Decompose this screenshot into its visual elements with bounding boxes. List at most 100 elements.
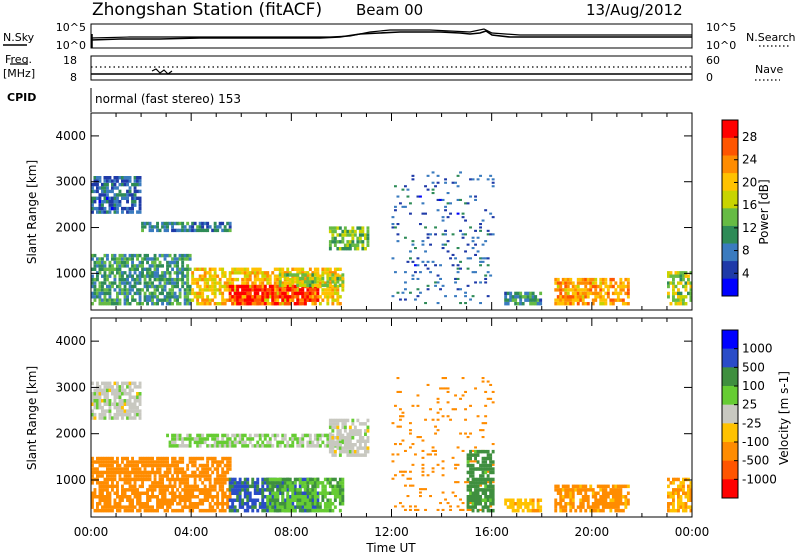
range-gate-cell — [474, 446, 477, 449]
range-gate-cell — [624, 505, 628, 509]
range-gate-cell — [364, 439, 367, 443]
range-gate-cell — [561, 488, 565, 492]
range-gate-cell — [231, 302, 235, 306]
range-gate-cell — [133, 271, 137, 275]
range-gate-cell — [131, 470, 134, 475]
range-gate-cell — [404, 205, 407, 208]
range-gate-cell — [356, 236, 360, 241]
range-gate-cell — [296, 437, 300, 441]
range-gate-cell — [101, 460, 104, 464]
range-gate-cell — [581, 505, 585, 509]
range-gate-cell — [116, 196, 119, 200]
range-gate-cell — [193, 291, 197, 296]
range-gate-cell — [118, 277, 122, 282]
range-gate-cell — [306, 477, 310, 482]
range-gate-cell — [667, 271, 670, 275]
range-gate-cell — [161, 477, 164, 482]
range-gate-cell — [263, 302, 267, 306]
range-gate-cell — [409, 429, 412, 432]
range-gate-cell — [689, 271, 693, 275]
range-gate-cell — [529, 498, 533, 502]
range-gate-cell — [341, 498, 345, 502]
range-gate-cell — [208, 444, 212, 448]
range-gate-cell — [611, 502, 615, 506]
range-gate-cell — [336, 488, 340, 492]
range-gate-cell — [101, 381, 104, 386]
power-colorbar-tick-label: 20 — [742, 175, 757, 189]
range-gate-cell — [336, 226, 340, 230]
range-gate-cell — [346, 229, 350, 234]
range-gate-cell — [126, 412, 129, 417]
range-gate-cell — [226, 470, 230, 475]
range-gate-cell — [181, 505, 185, 509]
range-gate-cell — [466, 267, 470, 270]
range-gate-cell — [321, 488, 325, 492]
range-gate-cell — [138, 385, 142, 389]
range-gate-cell — [228, 291, 232, 296]
range-gate-cell — [667, 484, 670, 489]
range-gate-cell — [126, 302, 129, 306]
range-gate-cell — [308, 280, 312, 284]
range-gate-cell — [288, 302, 292, 306]
nsky-trace — [90, 30, 692, 41]
range-gate-cell — [674, 271, 678, 275]
range-gate-cell — [684, 284, 688, 289]
range-gate-cell — [168, 271, 172, 275]
range-gate-cell — [677, 502, 680, 506]
range-gate-cell — [263, 505, 267, 509]
range-gate-cell — [341, 236, 345, 241]
range-gate-cell — [146, 298, 149, 302]
range-gate-cell — [604, 491, 608, 495]
range-gate-cell — [203, 274, 207, 278]
range-gate-cell — [559, 302, 563, 306]
range-gate-cell — [474, 229, 477, 232]
range-gate-cell — [689, 295, 693, 299]
range-gate-cell — [191, 463, 195, 468]
range-gate-cell — [338, 495, 342, 499]
range-gate-cell — [133, 193, 137, 197]
range-gate-cell — [353, 443, 357, 447]
range-gate-cell — [163, 271, 167, 275]
range-gate-cell — [136, 467, 139, 471]
range-gate-cell — [341, 446, 345, 450]
range-gate-cell — [153, 477, 157, 482]
range-gate-cell — [441, 415, 445, 418]
range-gate-cell — [599, 295, 603, 299]
range-gate-cell — [138, 467, 142, 471]
range-gate-cell — [461, 502, 465, 505]
range-gate-cell — [298, 440, 302, 445]
range-gate-cell — [682, 284, 685, 289]
range-gate-cell — [328, 491, 332, 495]
range-gate-cell — [298, 302, 302, 306]
range-gate-cell — [674, 477, 678, 482]
range-gate-cell — [153, 508, 157, 513]
range-gate-cell — [241, 433, 245, 438]
range-gate-cell — [326, 288, 330, 292]
range-gate-cell — [288, 298, 292, 302]
range-gate-cell — [316, 505, 320, 509]
range-gate-cell — [338, 491, 342, 495]
range-gate-cell — [431, 171, 435, 174]
range-gate-cell — [263, 291, 267, 296]
range-gate-cell — [571, 495, 575, 499]
range-gate-cell — [624, 284, 628, 289]
range-gate-cell — [491, 401, 495, 404]
range-gate-cell — [481, 474, 485, 478]
range-gate-cell — [136, 488, 139, 492]
velocity-colorbar-tick-label: 500 — [742, 360, 765, 374]
range-gate-cell — [121, 405, 124, 410]
range-gate-cell — [233, 508, 237, 513]
range-gate-cell — [311, 273, 315, 277]
range-gate-cell — [667, 291, 670, 296]
range-gate-cell — [131, 274, 134, 278]
range-gate-cell — [489, 508, 493, 513]
range-gate-cell — [121, 274, 124, 278]
range-gate-cell — [286, 440, 290, 445]
range-gate-cell — [399, 502, 402, 505]
range-gate-cell — [308, 444, 312, 448]
range-gate-cell — [266, 288, 270, 292]
range-gate-cell — [108, 295, 112, 299]
range-gate-cell — [91, 463, 94, 468]
range-gate-cell — [208, 502, 212, 506]
range-gate-cell — [206, 298, 210, 302]
